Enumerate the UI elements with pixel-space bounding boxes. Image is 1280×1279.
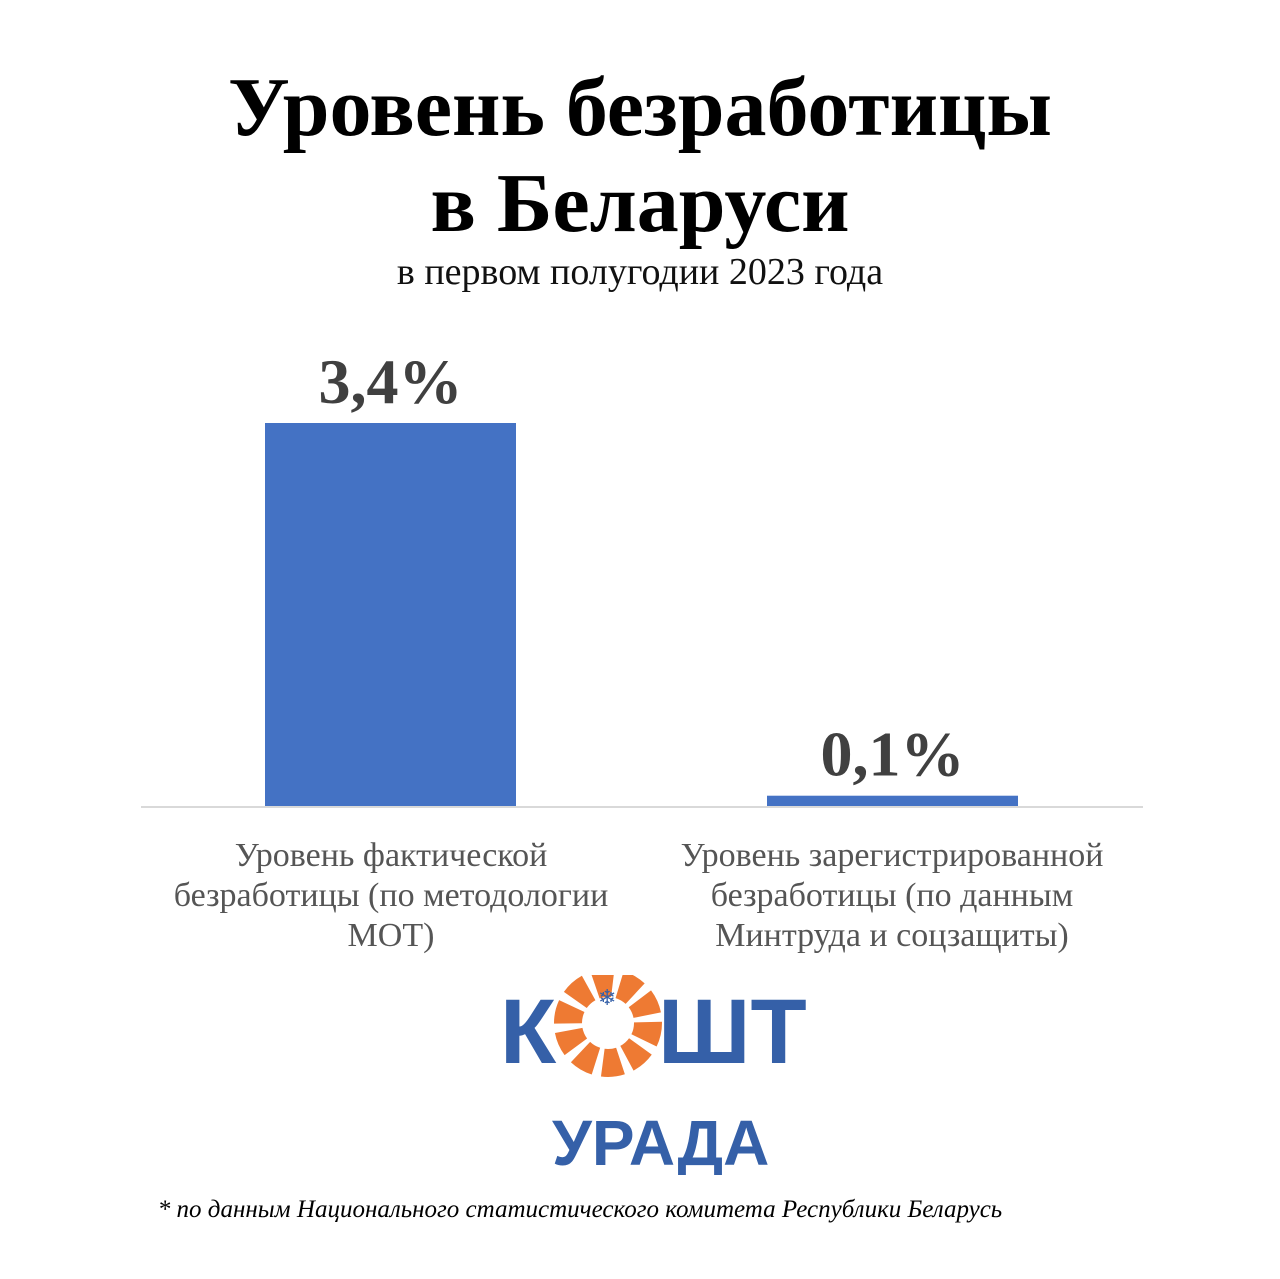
category-label-1-line1: Уровень фактической — [234, 837, 548, 874]
logo-text-right: ШТ — [658, 981, 807, 1083]
chart-subtitle: в первом полугодии 2023 года — [396, 251, 884, 293]
data-label-2: 0,1% — [821, 719, 965, 790]
logo-text-left: К — [500, 981, 557, 1083]
bar-chart: 3,4% 0,1% — [141, 346, 1143, 808]
bar-2 — [767, 795, 1018, 807]
category-label-2: Уровень зарегистрированной безработицы (… — [632, 836, 1152, 956]
category-label-2-line2: безработицы (по данным — [710, 877, 1074, 914]
category-label-2-line3: Минтруда и соцзащиты) — [715, 917, 1069, 954]
logo-text-bottom: УРАДА — [552, 1107, 769, 1175]
data-label-1: 3,4% — [319, 346, 463, 417]
svg-text:❄: ❄ — [598, 986, 616, 1011]
bar-1 — [265, 423, 516, 807]
category-label-1: Уровень фактической безработицы (по мето… — [131, 836, 651, 956]
category-label-1-line3: МОТ) — [347, 917, 435, 954]
kosht-urada-logo: К ❄ ШТ УРАДА — [500, 975, 807, 1175]
category-label-1-line2: безработицы (по методологии — [173, 877, 609, 914]
chart-title-line2: в Беларуси — [430, 157, 850, 250]
category-label-2-line1: Уровень зарегистрированной — [680, 837, 1104, 874]
chart-title-line1: Уровень безработицы — [228, 61, 1052, 154]
source-footnote: * по данным Национального статистическог… — [157, 1196, 1003, 1223]
orange-sun-icon: ❄ — [554, 975, 662, 1077]
